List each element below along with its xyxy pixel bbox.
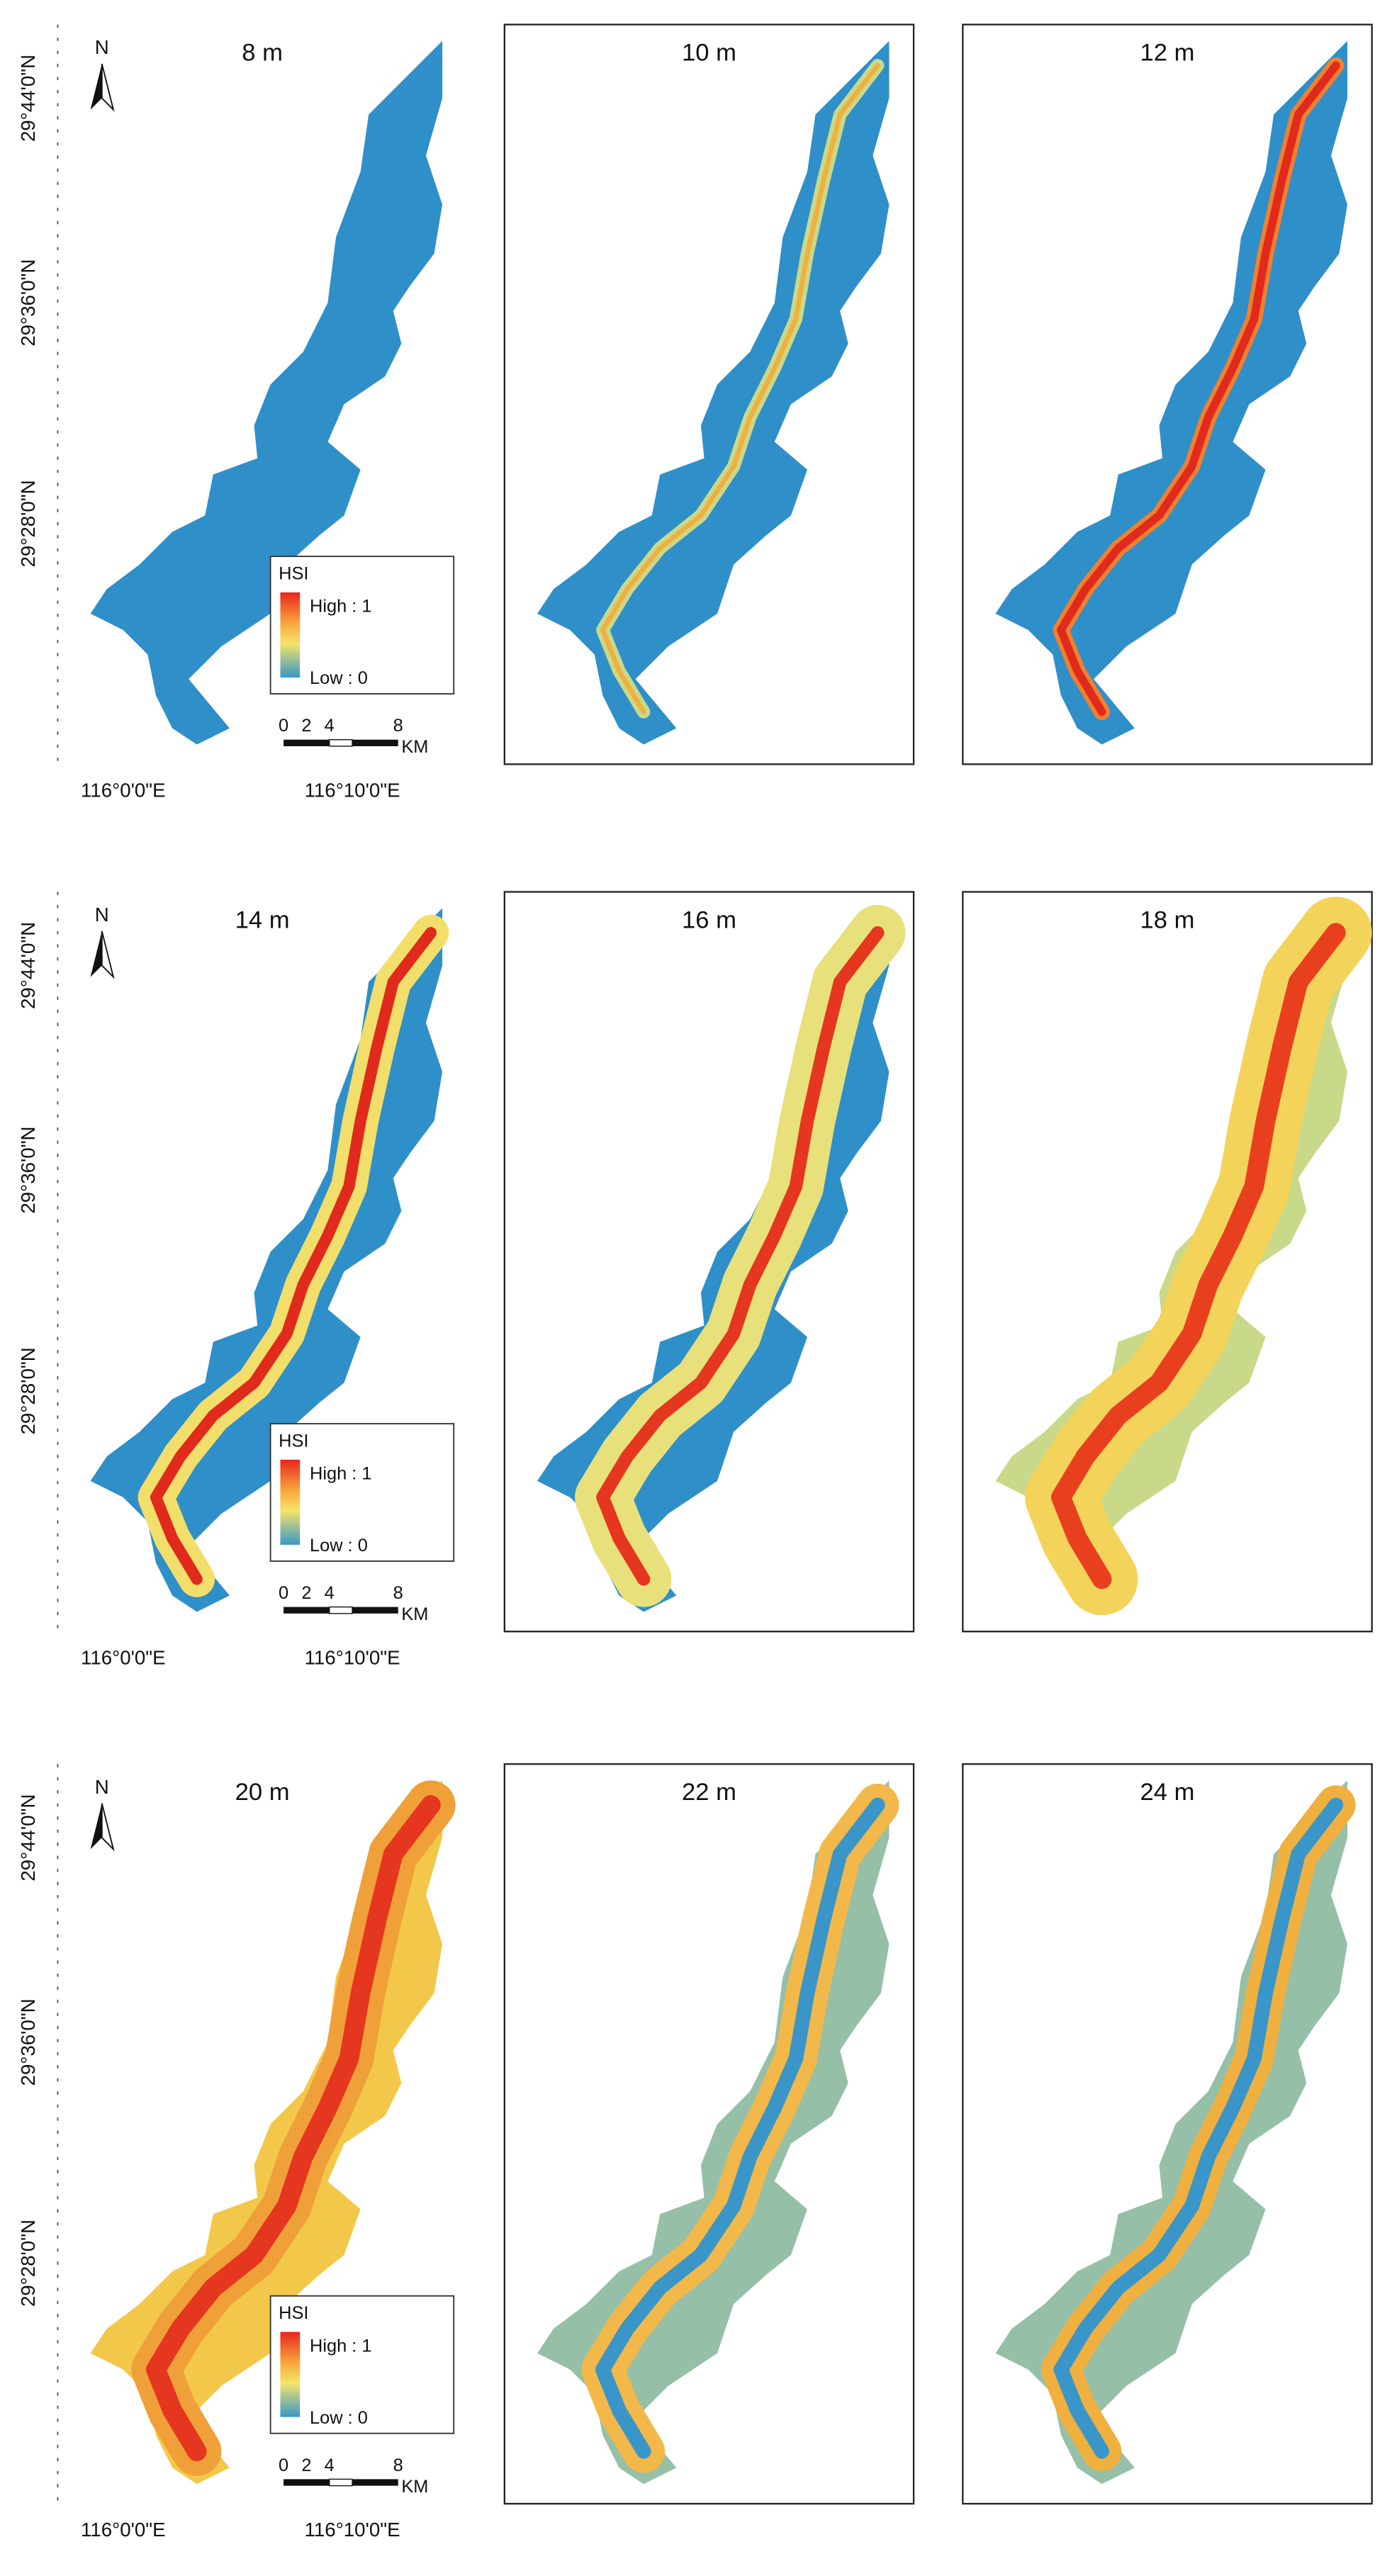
map-panel: 14 m N 29°44'0"N 29°36'0"N 29°28'0"N 116°0'0"… [17, 892, 455, 1668]
map-panel: 16 m [503, 891, 915, 1633]
panel-frame [503, 1763, 915, 2505]
legend-low: Low : 0 [310, 668, 368, 688]
scale-label: 2 [301, 1583, 311, 1603]
panel-title: 14 m [235, 906, 290, 933]
lon-label: 116°10'0"E [305, 1646, 400, 1668]
lon-label: 116°0'0"E [81, 1646, 166, 1668]
scale-label: 2 [301, 716, 311, 736]
legend-low: Low : 0 [310, 2408, 368, 2428]
scale-seg [284, 739, 330, 746]
legend-high: High : 1 [310, 597, 372, 617]
legend-box [269, 556, 455, 695]
legend-high: High : 1 [310, 1463, 372, 1483]
legend-title: HSI [279, 563, 308, 583]
scale-label: 2 [301, 2456, 311, 2475]
scale-label: 4 [325, 2456, 335, 2475]
scale-unit: KM [401, 2477, 428, 2497]
panel-title: 24 m [1140, 1779, 1195, 1806]
suitable-zone [602, 933, 877, 1579]
scale-seg [352, 2479, 398, 2486]
north-label: N [95, 1776, 109, 1798]
scale-unit: KM [401, 1604, 428, 1624]
panel-frame [962, 891, 1373, 1633]
panel-title: 8 m [242, 39, 283, 66]
north-arrow [101, 1803, 115, 1852]
lat-label: 29°28'0"N [17, 1347, 39, 1434]
map-panel: 22 m [503, 1763, 915, 2505]
lat-label: 29°28'0"N [17, 2220, 39, 2307]
scale-bar: 0 2 4 8KM [279, 716, 428, 757]
scale-label: 4 [325, 1583, 335, 1603]
map-panel: 20 m N 29°44'0"N 29°36'0"N 29°28'0"N 116°0'0"… [17, 1764, 454, 2541]
legend-title: HSI [279, 1431, 308, 1451]
lon-label: 116°10'0"E [305, 2519, 400, 2541]
scale-seg [352, 1607, 398, 1614]
legend-low: Low : 0 [310, 1536, 368, 1556]
north-arrow [101, 63, 115, 112]
map-panel: 24 m [962, 1763, 1373, 2505]
scale-label: 0 [279, 2456, 288, 2475]
north-arrow [90, 1803, 102, 1850]
legend-box [269, 1423, 455, 1562]
scale-label: 0 [279, 716, 288, 736]
scale-label: 8 [393, 2456, 403, 2475]
panel-frame [503, 23, 915, 765]
map-panel: 10 m [503, 23, 915, 765]
panel-frame [962, 1763, 1373, 2505]
lat-label: 29°36'0"N [17, 1998, 39, 2086]
scale-label: 8 [393, 716, 403, 736]
scale-label: 8 [393, 1583, 403, 1603]
legend-title: HSI [279, 2303, 308, 2323]
scale-seg [284, 1607, 330, 1614]
map-panel: 12 m [962, 23, 1373, 765]
panel-title: 18 m [1140, 906, 1195, 933]
scale-seg [284, 2479, 330, 2486]
lat-label: 29°44'0"N [17, 55, 39, 142]
lon-label: 116°10'0"E [305, 780, 400, 802]
legend-ramp [280, 592, 301, 677]
scale-unit: KM [401, 737, 428, 757]
panel-title: 22 m [682, 1779, 736, 1806]
scale-seg [329, 1606, 353, 1614]
map-panel: 8 m N 29°44'0"N 29°36'0"N 29°28'0"N 116°0'0"E… [17, 24, 455, 802]
panel-title: 12 m [1140, 39, 1195, 66]
map-panel: 18 m [962, 891, 1373, 1633]
scale-label: 0 [279, 1583, 288, 1603]
north-label: N [95, 904, 109, 926]
legend-ramp [280, 1459, 301, 1545]
scale-bar: 0 2 4 8 KM [279, 2456, 428, 2497]
legend-box [269, 2295, 455, 2434]
scale-bar: 0 2 4 8KM [279, 1583, 428, 1624]
lon-label: 116°0'0"E [81, 2519, 166, 2541]
panel-title: 10 m [682, 39, 736, 66]
lat-label: 29°28'0"N [17, 480, 39, 567]
panel-frame [962, 23, 1373, 765]
lat-label: 29°36'0"N [17, 1126, 39, 1213]
panel-frame [503, 891, 915, 1633]
north-arrow [90, 64, 102, 110]
panel-title: 16 m [682, 906, 736, 933]
lat-label: 29°44'0"N [17, 1794, 39, 1882]
north-label: N [95, 36, 109, 58]
lon-label: 116°0'0"E [81, 780, 166, 802]
lat-label: 29°36'0"N [17, 259, 39, 347]
panel-title: 20 m [235, 1779, 290, 1806]
north-arrow [90, 930, 102, 977]
legend-ramp [280, 2332, 301, 2417]
north-arrow [101, 930, 115, 979]
scale-seg [329, 739, 353, 747]
legend-high: High : 1 [310, 2336, 372, 2356]
scale-label: 4 [325, 716, 335, 736]
scale-seg [352, 739, 398, 746]
scale-seg [329, 2478, 353, 2487]
lat-label: 29°44'0"N [17, 922, 39, 1009]
